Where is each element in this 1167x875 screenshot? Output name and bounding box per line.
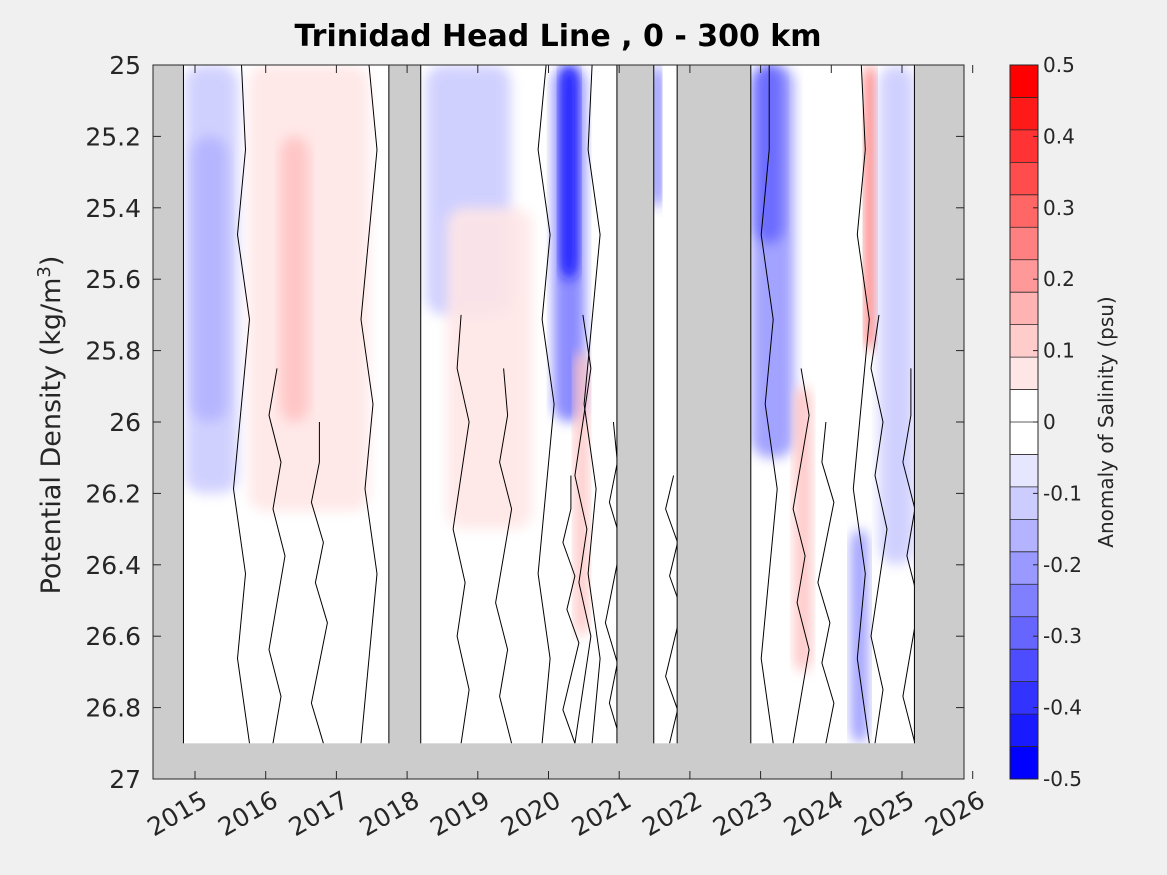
colorbar-segment [1010, 227, 1038, 261]
colorbar-segment [1010, 584, 1038, 618]
y-tick-label: 26 [109, 408, 141, 437]
colorbar-segment [1010, 259, 1038, 293]
colorbar-tick-label: 0.2 [1043, 267, 1075, 291]
no-data-period [913, 64, 965, 780]
x-tick-label: 2019 [425, 785, 495, 842]
y-axis-label-sup: 3 [34, 266, 55, 277]
colorbar-segment [1010, 422, 1038, 455]
colorbar-segment [1010, 357, 1038, 391]
x-tick-label: 2022 [637, 785, 707, 842]
colorbar-tick-label: -0.5 [1043, 767, 1082, 791]
colorbar-segment [1010, 324, 1038, 358]
contour-line [574, 314, 592, 744]
colorbar-segment [1010, 65, 1038, 98]
colorbar-segment [1010, 519, 1038, 553]
colorbar-tick-label: 0.4 [1043, 124, 1075, 148]
colorbar-segment [1010, 454, 1038, 488]
contour-line [852, 65, 870, 744]
y-tick-label: 26.4 [85, 551, 141, 580]
colorbar: 0.5 0.4 0.3 0.2 0.1 0 -0.1 -0.2 -0.3 -0.4 -0.5 [1009, 53, 1082, 791]
y-axis-label: Potential Density (kg/m3) [34, 256, 67, 595]
contour-line [268, 368, 286, 744]
y-axis: 25 25.2 25.4 25.6 25.8 26 26.2 26.4 26.6 26.8 27 [85, 51, 964, 794]
x-tick-label: 2023 [708, 785, 778, 842]
contour-line [792, 368, 810, 744]
no-data-deep [153, 743, 964, 779]
colorbar-tick-label: 0.3 [1043, 196, 1075, 220]
contour-lines [232, 65, 920, 744]
contour-line [760, 65, 778, 744]
colorbar-label: Anomaly of Salinity (psu) [1094, 296, 1118, 547]
y-axis-label-main: Potential Density (kg/m [36, 278, 67, 595]
y-tick-label: 25.4 [85, 194, 141, 223]
colorbar-tick-label: 0.1 [1043, 339, 1075, 363]
colorbar-segment [1010, 551, 1038, 585]
colorbar-segment [1010, 649, 1038, 683]
anomaly-patch [446, 207, 532, 530]
colorbar-segment [1010, 97, 1038, 131]
plot-area: 2015 2016 2017 2018 2019 2020 2021 2022 2023 2024… [85, 51, 989, 842]
colorbar-segment [1010, 194, 1038, 228]
anomaly-patch [653, 65, 661, 208]
colorbar-segment [1010, 129, 1038, 163]
colorbar-segment [1010, 746, 1038, 780]
x-tick-label: 2015 [142, 785, 212, 842]
colorbar-segment [1010, 292, 1038, 326]
colorbar-tick-label: -0.1 [1043, 481, 1082, 505]
anomaly-patch [280, 136, 309, 422]
x-tick-label: 2025 [849, 785, 919, 842]
colorbar-segment [1010, 714, 1038, 748]
contour-line [452, 314, 470, 744]
x-tick-label: 2016 [213, 785, 283, 842]
y-tick-label: 26.8 [85, 694, 141, 723]
contour-line [817, 421, 835, 744]
colorbar-tick-label: -0.4 [1043, 696, 1082, 720]
colorbar-tick-label: -0.2 [1043, 553, 1082, 577]
colorbar-segment [1010, 681, 1038, 715]
contour-line [870, 314, 888, 744]
no-data-period [616, 64, 655, 780]
x-tick-label: 2020 [496, 785, 566, 842]
x-tick-label: 2018 [354, 785, 424, 842]
y-tick-label: 25.6 [85, 265, 141, 294]
contour-line [537, 65, 555, 744]
anomaly-patch [191, 136, 228, 422]
anomaly-layer [184, 65, 915, 744]
anomaly-patch [560, 65, 578, 280]
colorbar-tick-label: -0.3 [1043, 624, 1082, 648]
colorbar-tick-label: 0.5 [1043, 53, 1075, 77]
x-tick-label: 2024 [779, 785, 849, 842]
anomaly-patch [574, 350, 589, 637]
colorbar-tick-label: 0 [1043, 410, 1056, 434]
no-data-period [388, 64, 422, 780]
contour-line [310, 422, 328, 744]
y-tick-label: 25.8 [85, 337, 141, 366]
anomaly-patch [864, 65, 876, 351]
colorbar-segment [1010, 162, 1038, 196]
y-tick-label: 25.2 [85, 122, 141, 151]
anomaly-patch [794, 386, 812, 672]
y-tick-label: 25 [109, 51, 141, 80]
chart-title: Trinidad Head Line , 0 - 300 km [294, 19, 821, 54]
contour-line [562, 475, 580, 744]
contour-line [495, 368, 513, 744]
contour-line [604, 421, 622, 744]
colorbar-segment [1010, 389, 1038, 423]
y-tick-label: 26.6 [85, 622, 141, 651]
colorbar-segment [1010, 616, 1038, 650]
contour-line [360, 65, 378, 744]
y-axis-label-close: ) [36, 256, 67, 267]
contour-line [232, 65, 251, 744]
x-tick-label: 2017 [284, 785, 354, 842]
x-tick-label: 2026 [920, 785, 990, 842]
contour-line [583, 65, 601, 744]
y-tick-label: 27 [109, 765, 141, 794]
colorbar-segment [1010, 486, 1038, 520]
contour-line [902, 368, 920, 744]
no-data-period [676, 64, 752, 780]
x-tick-label: 2021 [567, 785, 637, 842]
anomaly-patch [879, 65, 915, 565]
y-tick-label: 26.2 [85, 479, 141, 508]
